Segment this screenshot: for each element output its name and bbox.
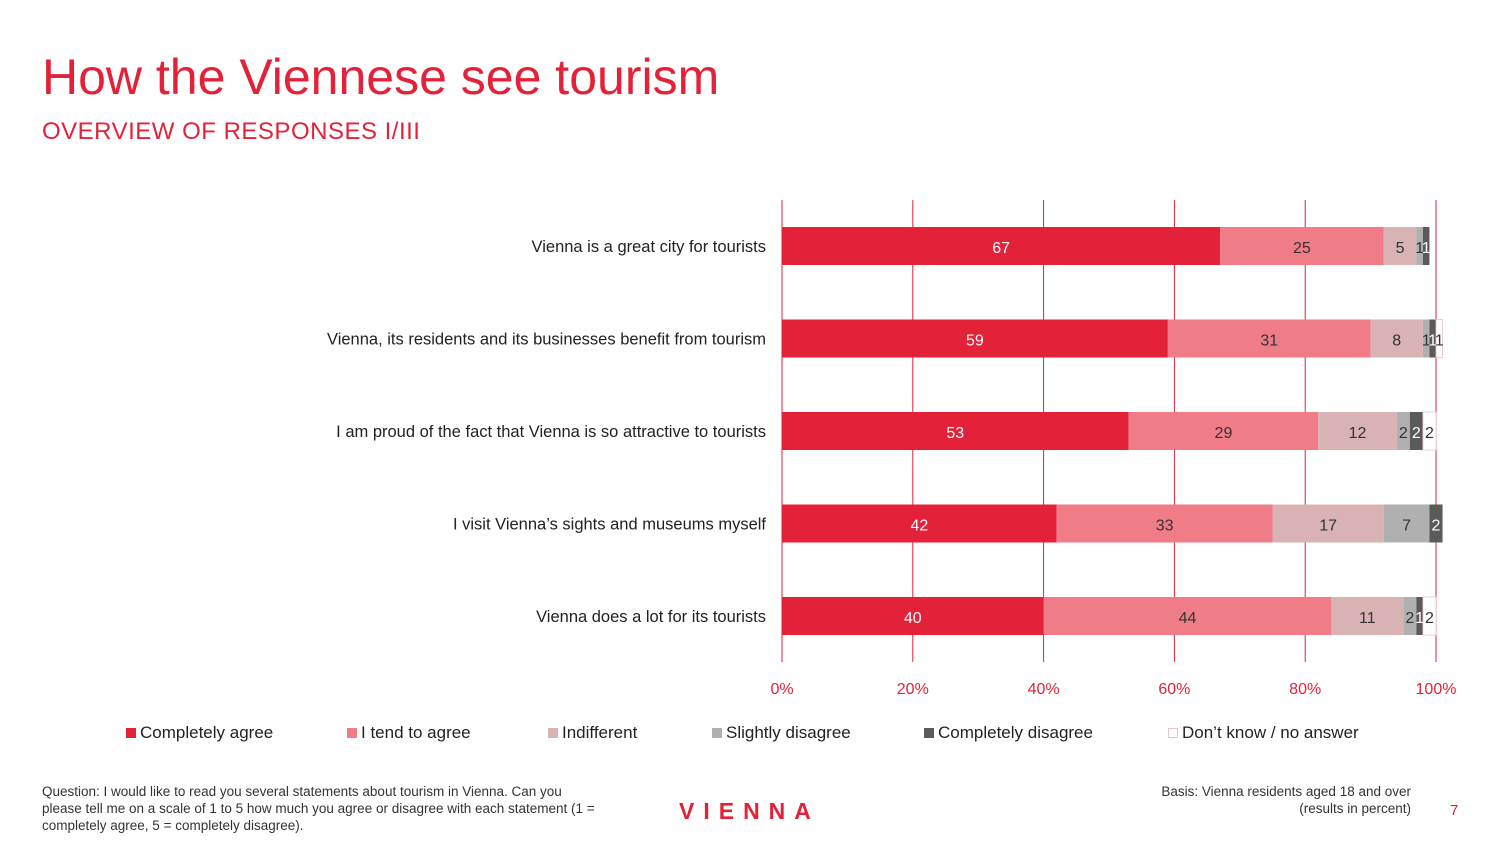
bar-segment	[1272, 504, 1384, 543]
data-label: 53	[946, 425, 964, 442]
category-label: Vienna does a lot for its tourists	[536, 608, 766, 626]
page-subtitle: OVERVIEW OF RESPONSES I/III	[42, 118, 421, 145]
legend-swatch	[126, 728, 136, 738]
data-label: 42	[910, 518, 928, 535]
bar-segment	[782, 412, 1129, 450]
data-label: 67	[992, 240, 1010, 257]
legend-label: Indifferent	[562, 723, 638, 742]
data-label: 40	[904, 610, 922, 627]
page-title: How the Viennese see tourism	[42, 49, 720, 105]
category-label: I visit Vienna’s sights and museums myse…	[453, 516, 766, 534]
bar-segment	[1435, 319, 1443, 358]
chart-legend: Completely agree I tend to agree Indiffere…	[0, 723, 1500, 747]
data-label: 25	[1293, 240, 1311, 257]
legend-label: Completely agree	[140, 723, 274, 742]
legend-label: Slightly disagree	[726, 723, 851, 742]
bar-segment	[1416, 597, 1423, 635]
bar-segment	[782, 504, 1057, 543]
bar-segment	[1056, 504, 1273, 543]
x-tick-label: 40%	[1028, 681, 1060, 698]
vienna-logo: VIENNA	[679, 798, 820, 824]
x-tick-label: 100%	[1416, 681, 1457, 698]
bar-segment	[1429, 504, 1443, 543]
legend-item: Don’t know / no answer	[1168, 723, 1359, 743]
bar-segment	[1422, 411, 1437, 451]
basis-line-2: (results in percent)	[1299, 801, 1411, 816]
bar-segment	[782, 319, 1168, 358]
data-label: 1	[1428, 333, 1437, 350]
data-label: 2	[1432, 518, 1441, 535]
data-label: 33	[1156, 518, 1174, 535]
bar-segment	[1409, 412, 1423, 450]
data-label: 11	[1359, 610, 1376, 627]
data-label: 1	[1422, 333, 1431, 350]
legend-swatch	[924, 728, 934, 738]
bar-segment	[1370, 319, 1423, 358]
data-label: 31	[1260, 333, 1278, 350]
bar-segment	[1383, 227, 1417, 265]
data-label: 1	[1435, 333, 1444, 350]
data-label: 1	[1415, 610, 1424, 627]
legend-label: Don’t know / no answer	[1182, 723, 1359, 742]
data-label: 59	[966, 333, 984, 350]
category-label: Vienna is a great city for tourists	[532, 238, 766, 256]
bar-segment	[1429, 319, 1436, 358]
legend-item: Indifferent	[548, 723, 637, 743]
x-tick-label: 20%	[897, 681, 929, 698]
bar-segment	[1422, 596, 1437, 636]
data-label: 29	[1215, 425, 1233, 442]
category-label: I am proud of the fact that Vienna is so…	[336, 423, 766, 441]
data-label: 2	[1405, 610, 1414, 627]
legend-label: Completely disagree	[938, 723, 1093, 742]
legend-swatch	[347, 728, 357, 738]
legend-item: Completely disagree	[924, 723, 1093, 743]
legend-item: I tend to agree	[347, 723, 471, 743]
x-tick-label: 80%	[1289, 681, 1321, 698]
basis-line-1: Basis: Vienna residents aged 18 and over	[1161, 784, 1411, 799]
bar-segment	[1220, 227, 1384, 265]
bar-segment	[1331, 597, 1404, 635]
legend-item: Slightly disagree	[712, 723, 851, 743]
category-label: Vienna, its residents and its businesses…	[327, 331, 766, 349]
data-label: 12	[1349, 425, 1367, 442]
legend-swatch	[712, 728, 722, 738]
data-label: 5	[1396, 240, 1405, 257]
legend-label: I tend to agree	[361, 723, 471, 742]
data-label: 44	[1179, 610, 1197, 627]
data-label: 2	[1425, 425, 1434, 442]
data-label: 2	[1412, 425, 1421, 442]
legend-swatch	[1168, 728, 1178, 738]
bar-segment	[782, 227, 1221, 265]
bar-segment	[782, 597, 1044, 635]
bar-segment	[1422, 319, 1430, 358]
bar-segment	[1396, 412, 1410, 450]
bar-segment	[1403, 597, 1417, 635]
footnote: Question: I would like to read you sever…	[42, 784, 595, 833]
bar-segment	[1383, 504, 1430, 543]
bar-segment	[1416, 227, 1423, 265]
legend-item: Completely agree	[126, 723, 273, 743]
data-label: 1	[1415, 240, 1424, 257]
bar-segment	[1167, 319, 1371, 358]
x-tick-label: 0%	[770, 681, 793, 698]
bar-segment	[1422, 227, 1430, 265]
data-label: 2	[1399, 425, 1408, 442]
bar-segment	[1318, 412, 1397, 450]
data-label: 2	[1425, 610, 1434, 627]
page-number: 7	[1450, 802, 1459, 819]
data-label: 17	[1319, 518, 1337, 535]
data-label: 8	[1392, 333, 1401, 350]
data-label: 1	[1422, 240, 1431, 257]
bar-segment	[1128, 412, 1319, 450]
legend-swatch	[548, 728, 558, 738]
basis-note: Basis: Vienna residents aged 18 and over…	[1071, 783, 1411, 817]
x-tick-label: 60%	[1158, 681, 1190, 698]
data-label: 7	[1402, 518, 1411, 535]
bar-segment	[1043, 597, 1332, 635]
